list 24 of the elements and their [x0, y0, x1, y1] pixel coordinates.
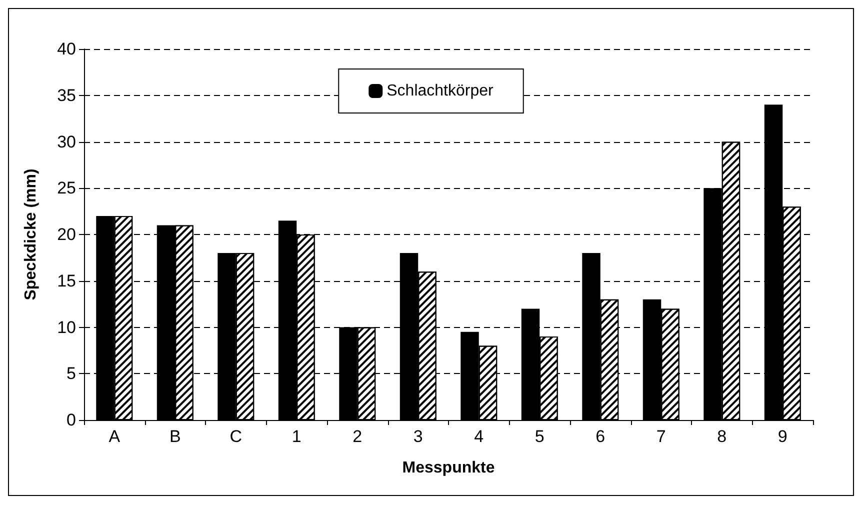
x-tick-label: 9	[778, 427, 788, 446]
y-tick-label: 30	[57, 132, 76, 152]
legend-label: Schlachtkörper	[386, 82, 494, 100]
y-tick-label: 15	[57, 271, 76, 290]
y-tick-label: 0	[66, 410, 76, 430]
x-tick-label: 5	[534, 427, 544, 446]
x-tick-label: B	[169, 427, 181, 446]
x-tick-label: 2	[352, 427, 362, 446]
x-tick-label: 4	[474, 427, 484, 446]
x-tick-label: 6	[596, 427, 606, 446]
x-tick-label: 8	[717, 427, 727, 446]
x-tick-label: 7	[656, 427, 666, 446]
y-axis-title: Speckdicke (mm)	[22, 168, 40, 300]
y-tick-label: 25	[57, 178, 76, 198]
x-tick-label: A	[108, 427, 121, 446]
x-tick-label: C	[230, 427, 242, 446]
x-tick-label: 3	[413, 427, 423, 446]
y-tick-label: 40	[57, 40, 76, 58]
y-tick-label: 5	[66, 364, 76, 384]
y-tick-label: 35	[57, 86, 76, 105]
x-axis-title: Messpunkte	[402, 460, 495, 476]
y-tick-label: 10	[57, 318, 76, 337]
x-tick-label: 1	[292, 427, 302, 446]
y-tick-label: 20	[57, 225, 76, 244]
